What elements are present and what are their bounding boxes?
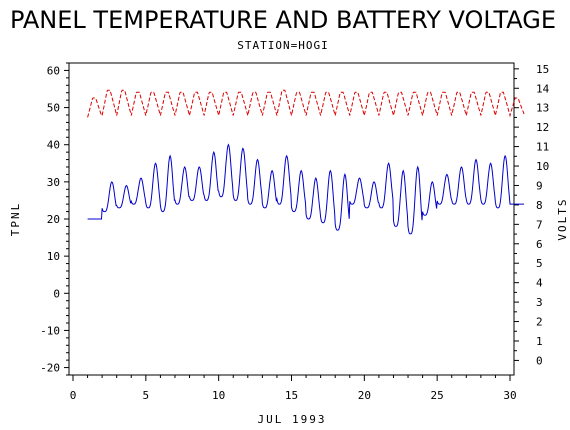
y-right-tick-label: 14 (536, 82, 550, 95)
y-right-tick-label: 13 (536, 102, 549, 115)
y-right-tick-label: 10 (536, 160, 549, 173)
chart-subtitle: STATION=HOGI (237, 39, 328, 52)
chart-title: PANEL TEMPERATURE AND BATTERY VOLTAGE (10, 6, 556, 34)
y-right-tick-label: 15 (536, 63, 549, 76)
y-left-tick-label: -10 (40, 324, 60, 337)
x-tick-label: 10 (212, 389, 225, 402)
y-right-tick-label: 9 (536, 179, 543, 192)
y-right-tick-label: 1 (536, 335, 543, 348)
x-axis: 0 5 10 15 20 25 30 (70, 375, 517, 402)
y-left-tick-label: 50 (47, 102, 60, 115)
y-right-tick-label: 11 (536, 141, 549, 154)
y-axis-left-label: TPNL (9, 202, 22, 237)
series-line-panel-temperature (87, 143, 524, 235)
y-axis-right-label: VOLTS (556, 197, 569, 240)
y-right-tick-label: 4 (536, 277, 543, 290)
y-left-tick-label: -20 (40, 362, 60, 375)
y-right-tick-label: 3 (536, 296, 543, 309)
y-right-tick-label: 7 (536, 218, 543, 231)
x-tick-label: 20 (358, 389, 371, 402)
x-tick-label: 5 (143, 389, 150, 402)
y-left-tick-label: 20 (47, 213, 60, 226)
left-axis: -20 -10 0 10 20 30 40 50 60 (40, 62, 69, 376)
series-layer (87, 89, 525, 235)
x-tick-label: 25 (431, 389, 444, 402)
plot-frame (68, 62, 515, 376)
x-tick-label: 30 (503, 389, 516, 402)
y-right-tick-label: 12 (536, 121, 549, 134)
y-left-tick-label: 30 (47, 176, 60, 189)
x-tick-label: 0 (70, 389, 77, 402)
y-left-tick-label: 40 (47, 139, 60, 152)
y-left-tick-label: 10 (47, 250, 60, 263)
y-right-tick-label: 6 (536, 238, 543, 251)
y-right-tick-label: 2 (536, 316, 543, 329)
y-left-tick-label: 60 (47, 64, 60, 77)
y-right-tick-label: 0 (536, 354, 543, 367)
y-right-tick-label: 8 (536, 199, 543, 212)
series-line-battery-voltage (87, 89, 525, 118)
x-tick-label: 15 (285, 389, 298, 402)
y-left-tick-label: 0 (53, 287, 60, 300)
x-axis-label: JUL 1993 (258, 413, 327, 426)
y-right-tick-label: 5 (536, 257, 543, 270)
